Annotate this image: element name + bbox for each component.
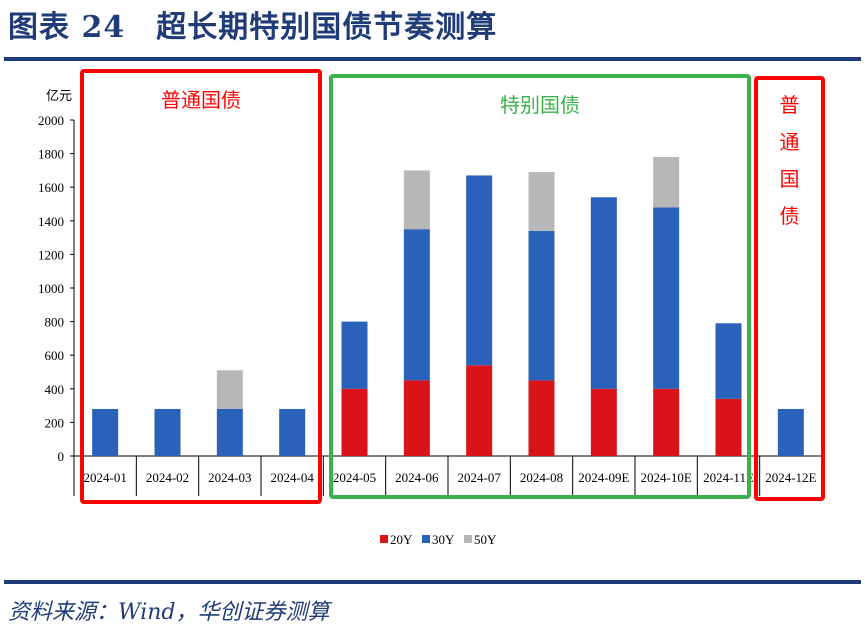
- x-tick-label: 2024-04: [270, 470, 314, 485]
- footer-divider: [4, 580, 861, 584]
- y-tick-label: 1400: [38, 214, 64, 229]
- bar-50Y-2024-06: [403, 170, 430, 230]
- legend-swatch-50Y: [464, 535, 472, 543]
- bar-20Y-2024-08: [528, 380, 555, 456]
- bar-50Y-2024-10E: [653, 156, 680, 208]
- bar-30Y-2024-05: [341, 321, 368, 389]
- x-tick-label: 2024-05: [333, 470, 376, 485]
- y-axis-unit: 亿元: [46, 89, 72, 104]
- bar-20Y-2024-07: [466, 365, 493, 456]
- y-tick-label: 2000: [38, 113, 64, 128]
- y-tick-label: 1800: [38, 147, 64, 162]
- x-tick-label: 2024-06: [395, 470, 439, 485]
- page-title: 图表 24 超长期特别国债节奏测算: [8, 10, 498, 45]
- bar-30Y-2024-02: [154, 408, 181, 456]
- bar-20Y-2024-10E: [653, 388, 680, 456]
- x-tick-label: 2024-03: [208, 470, 251, 485]
- annotation-box: [329, 74, 751, 499]
- bar-20Y-2024-06: [403, 380, 430, 456]
- bar-30Y-2024-12E: [777, 408, 804, 456]
- source-note: 资料来源：Wind，华创证券测算: [8, 600, 330, 625]
- bar-50Y-2024-08: [528, 172, 555, 231]
- y-tick-label: 200: [45, 415, 65, 430]
- annotation-label-char: 普: [780, 93, 800, 117]
- title-divider: [4, 57, 861, 61]
- y-tick-label: 1600: [38, 180, 64, 195]
- bar-30Y-2024-01: [92, 408, 119, 456]
- x-tick-label: 2024-02: [146, 470, 189, 485]
- bar-30Y-2024-08: [528, 230, 555, 381]
- bar-30Y-2024-06: [403, 229, 430, 381]
- bar-30Y-2024-04: [279, 408, 306, 456]
- x-tick-label: 2024-12E: [765, 470, 816, 485]
- annotation-box: [754, 76, 825, 501]
- bar-chart: 0 200 400 600 800 1000 1200 1400 1600 1800 2000 亿元 2…: [38, 69, 825, 547]
- annotation-label: 普通国债: [161, 88, 241, 112]
- x-tick-label: 2024-01: [83, 470, 126, 485]
- legend-swatch-20Y: [380, 535, 388, 543]
- annotation-label-char: 通: [780, 130, 800, 154]
- legend-label-30Y: 30Y: [432, 532, 455, 547]
- y-tick-label: 1200: [38, 247, 64, 262]
- bar-20Y-2024-11E: [715, 398, 742, 456]
- bar-20Y-2024-05: [341, 388, 368, 456]
- legend-swatch-30Y: [422, 535, 430, 543]
- y-tick-label: 400: [45, 382, 65, 397]
- y-tick-label: 600: [45, 348, 65, 363]
- bar-30Y-2024-11E: [715, 323, 742, 399]
- bar-50Y-2024-03: [216, 370, 243, 409]
- legend-label-50Y: 50Y: [474, 532, 497, 547]
- annotation-box: [80, 69, 322, 504]
- y-tick-label: 1000: [38, 281, 64, 296]
- bar-30Y-2024-10E: [653, 207, 680, 389]
- bar-30Y-2024-03: [216, 408, 243, 456]
- bar-20Y-2024-09E: [590, 388, 617, 456]
- x-tick-label: 2024-10E: [641, 470, 692, 485]
- annotation-label: 特别国债: [500, 93, 580, 117]
- x-tick-label: 2024-08: [520, 470, 563, 485]
- bar-30Y-2024-09E: [590, 197, 617, 389]
- annotation-label-char: 国: [780, 167, 800, 191]
- x-tick-label: 2024-09E: [578, 470, 629, 485]
- x-tick-label: 2024-11E: [703, 470, 754, 485]
- y-tick-label: 0: [58, 449, 65, 464]
- y-tick-label: 800: [45, 315, 65, 330]
- x-tick-label: 2024-07: [457, 470, 501, 485]
- bar-30Y-2024-07: [466, 175, 493, 366]
- annotation-label-char: 债: [780, 204, 800, 228]
- legend-label-20Y: 20Y: [390, 532, 413, 547]
